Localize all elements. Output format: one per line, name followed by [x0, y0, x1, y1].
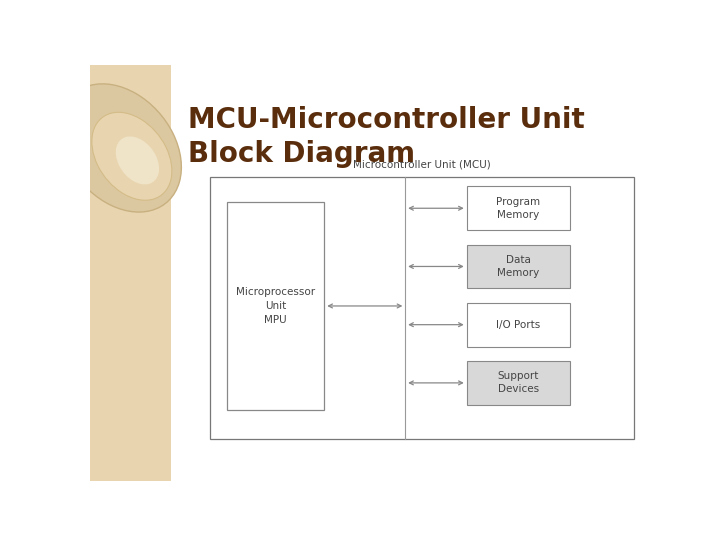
Text: Support
Devices: Support Devices: [498, 372, 539, 395]
Bar: [210, 177, 634, 439]
FancyArrowPatch shape: [328, 304, 401, 308]
Text: I/O Ports: I/O Ports: [496, 320, 541, 330]
FancyArrowPatch shape: [410, 381, 462, 385]
Ellipse shape: [116, 137, 159, 184]
Ellipse shape: [60, 84, 181, 212]
Text: MCU-Microcontroller Unit
Block Diagram: MCU-Microcontroller Unit Block Diagram: [188, 106, 585, 168]
Text: Program
Memory: Program Memory: [496, 197, 540, 220]
Text: Microprocessor
Unit
MPU: Microprocessor Unit MPU: [236, 287, 315, 325]
Bar: [467, 245, 570, 288]
Bar: [467, 303, 570, 347]
Bar: [467, 186, 570, 230]
Bar: [467, 361, 570, 404]
Ellipse shape: [92, 112, 172, 200]
FancyArrowPatch shape: [410, 265, 462, 268]
FancyArrowPatch shape: [410, 323, 462, 327]
Text: Data
Memory: Data Memory: [497, 255, 539, 278]
FancyArrowPatch shape: [410, 206, 462, 210]
Bar: [90, 65, 171, 481]
Bar: [227, 202, 324, 410]
Text: Microcontroller Unit (MCU): Microcontroller Unit (MCU): [353, 160, 491, 170]
